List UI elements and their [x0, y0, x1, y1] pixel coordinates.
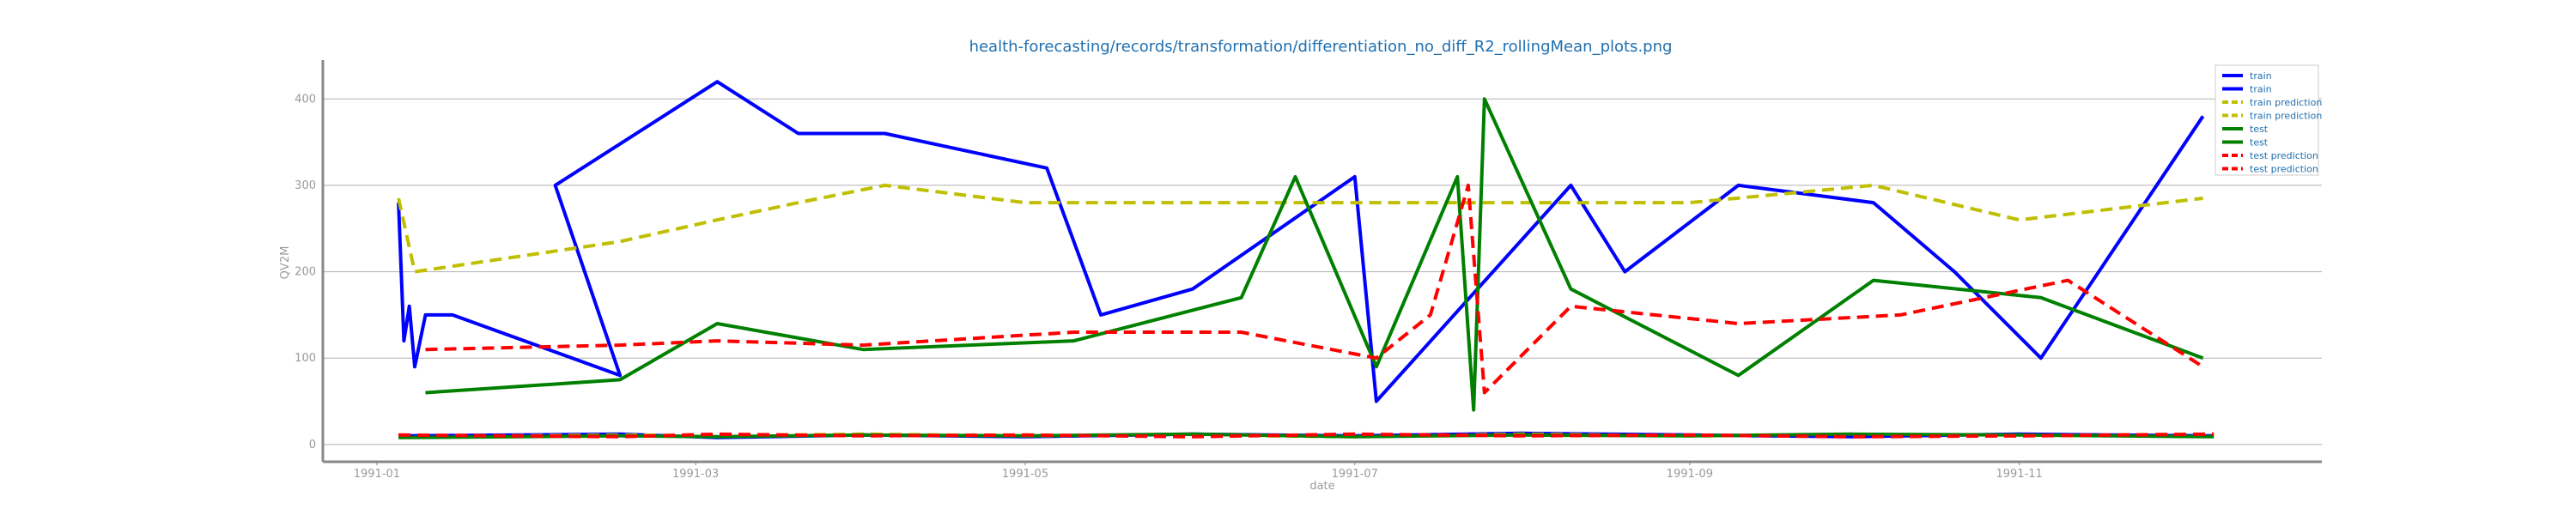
legend-label: train	[2250, 84, 2272, 95]
y-tick-label: 100	[295, 352, 316, 365]
series-line-7	[425, 183, 2204, 395]
x-tick-label: 1991-07	[1332, 468, 1378, 481]
y-axis-label: QV2M	[279, 246, 292, 280]
y-tick-label: 400	[295, 93, 316, 106]
x-tick-label: 1991-01	[354, 468, 400, 481]
x-tick-label: 1991-11	[1996, 468, 2042, 481]
x-tick-label: 1991-03	[672, 468, 719, 481]
series-line-8	[398, 432, 2215, 439]
chart-title: health-forecasting/records/transformatio…	[969, 38, 1673, 56]
legend-label: train prediction	[2250, 97, 2322, 108]
grid	[323, 98, 2322, 445]
series-line-5	[425, 97, 2204, 412]
legend-label: train prediction	[2250, 111, 2322, 122]
plot-series	[397, 80, 2215, 439]
legend-label: test	[2250, 124, 2269, 135]
y-tick-label: 200	[295, 266, 316, 279]
x-tick-labels: 1991-01 1991-03 1991-05 1991-07 1991-09 1991-…	[354, 462, 2043, 481]
x-tick-label: 1991-09	[1667, 468, 1713, 481]
legend-label: test	[2250, 137, 2269, 148]
x-tick-label: 1991-05	[1002, 468, 1048, 481]
y-tick-labels: 0 100 200 300 400	[295, 93, 316, 451]
legend-label: test prediction	[2250, 164, 2318, 175]
series-line-3	[397, 183, 2203, 274]
series-line-1	[397, 80, 2205, 403]
legend-label: train	[2250, 70, 2272, 82]
y-tick-label: 300	[295, 179, 316, 192]
y-tick-label: 0	[309, 439, 316, 451]
legend-label: test prediction	[2250, 150, 2318, 161]
legend: train train train prediction train predicti…	[2215, 64, 2322, 176]
x-axis-label: date	[1309, 480, 1334, 493]
